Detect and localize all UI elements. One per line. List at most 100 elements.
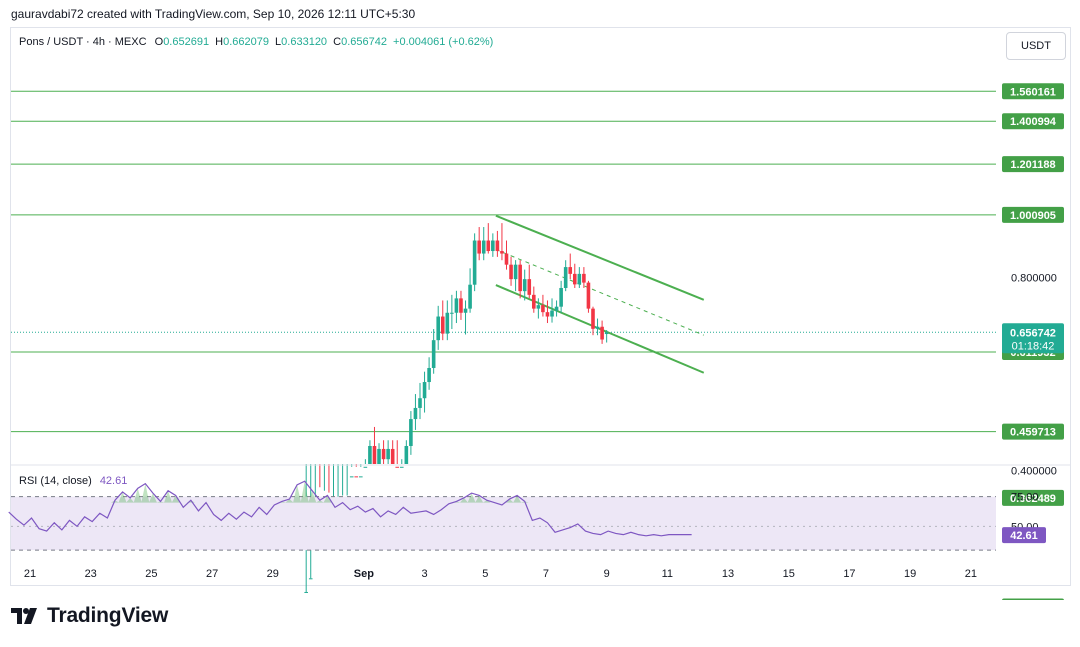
candle-body [308, 578, 313, 580]
time-tick-label: Sep [354, 568, 374, 580]
candle-body [390, 448, 395, 464]
time-axis: 21 23 25 27 29 Sep 3 5 7 9 11 13 15 17 19 21 [24, 568, 977, 580]
open-label: O [154, 36, 164, 48]
level-price-tag [1002, 83, 1064, 100]
price-axis: 0.800000 0.400000 1.560161 1.400994 1.201188… [1002, 83, 1064, 600]
candle-body [409, 419, 413, 446]
time-tick-label: 9 [604, 568, 610, 580]
candle-body [436, 316, 441, 341]
candle-body [386, 448, 390, 460]
candle-body [532, 294, 536, 309]
channel-upper-line [495, 214, 705, 301]
legend-header: Pons / USDT · 4h · MEXC O0.652691 H0.662… [19, 36, 493, 48]
candle-body [399, 466, 404, 468]
rsi-line [8, 480, 692, 537]
price-tick-label: 0.400000 [1011, 465, 1057, 477]
time-tick-label: 19 [904, 568, 916, 580]
time-tick-label: 17 [843, 568, 855, 580]
candle-body [504, 253, 509, 265]
time-tick-label: 25 [145, 568, 157, 580]
level-price-label: 1.400994 [1010, 116, 1057, 128]
candle-body [577, 273, 582, 285]
candle-body [509, 264, 513, 280]
currency-selector[interactable]: USDT [1006, 32, 1066, 60]
descending-channel [495, 214, 705, 374]
time-tick-label: 29 [267, 568, 279, 580]
low-value: 0.633120 [281, 36, 328, 48]
candle-body [363, 466, 368, 468]
time-tick-label: 27 [206, 568, 218, 580]
candle-body [450, 312, 454, 314]
rsi-value-label: 42.61 [1010, 530, 1038, 542]
candle-body [491, 240, 495, 252]
open-value: 0.652691 [163, 36, 210, 48]
high-label: H [215, 36, 224, 48]
candle-body [468, 284, 472, 309]
time-tick-label: 13 [722, 568, 734, 580]
candle-body [586, 282, 591, 309]
chart-frame [10, 27, 1071, 586]
candle-body [572, 273, 577, 285]
rsi-level-label: 75.00 [1011, 492, 1039, 504]
candle-body [600, 326, 604, 340]
candle-body [554, 306, 559, 311]
candle-body [395, 466, 400, 468]
candle-body [304, 591, 308, 593]
candle-body [541, 305, 545, 313]
time-tick-label: 21 [965, 568, 977, 580]
change-value: +0.004061 (+0.62%) [393, 36, 494, 48]
candle-body [486, 240, 491, 252]
time-tick-label: 15 [783, 568, 795, 580]
chart-attribution: gauravdabi72 created with TradingView.co… [11, 7, 416, 21]
tradingview-logo[interactable]: TradingView [11, 604, 168, 628]
level-price-tag [1002, 113, 1064, 130]
candle-body [563, 267, 568, 288]
time-tick-label: 5 [482, 568, 488, 580]
candle-body [431, 340, 436, 368]
price-tick-label: 0.800000 [1011, 272, 1057, 284]
candle-body [427, 367, 431, 383]
level-price-tag [1002, 156, 1064, 173]
candle-body [582, 273, 586, 283]
candle-body [368, 445, 372, 464]
time-tick-label: 7 [543, 568, 549, 580]
time-tick-label: 23 [85, 568, 97, 580]
candle-body [377, 448, 381, 464]
candle-body [440, 316, 445, 334]
candle-body [536, 305, 541, 309]
candle-body [522, 279, 527, 292]
candle-body [527, 279, 532, 295]
candle-body [604, 332, 609, 335]
candle-body [413, 407, 418, 420]
candle-body [418, 398, 422, 408]
candle-body [481, 240, 486, 254]
candle-body [354, 476, 359, 478]
candle-body [545, 312, 550, 317]
time-tick-label: 21 [24, 568, 36, 580]
candle-body [445, 312, 450, 334]
tradingview-logo-icon [11, 608, 37, 624]
candle-body [349, 476, 354, 478]
candle-body [454, 298, 459, 313]
candle-body [559, 287, 563, 307]
rsi-band [11, 496, 996, 551]
level-price-tag [1002, 423, 1064, 440]
candle-body [404, 445, 409, 464]
candle-body [595, 326, 600, 329]
price-chart[interactable]: 0.800000 0.400000 1.560161 1.400994 1.201188… [0, 0, 1080, 600]
candle-body [591, 308, 595, 329]
level-price-tag [1002, 598, 1064, 600]
level-price-tag [1002, 206, 1064, 223]
level-price-label: 1.560161 [1010, 86, 1056, 98]
candle-body [422, 382, 427, 399]
candle-body [513, 264, 518, 280]
candle-body [477, 240, 481, 254]
level-price-tag [1002, 489, 1064, 506]
channel-mid-line [495, 249, 704, 336]
time-tick-label: 11 [662, 568, 673, 580]
tradingview-logo-text: TradingView [47, 604, 169, 627]
candle-body [459, 298, 463, 313]
level-price-label: 1.201188 [1010, 159, 1055, 171]
close-label: C [333, 36, 342, 48]
